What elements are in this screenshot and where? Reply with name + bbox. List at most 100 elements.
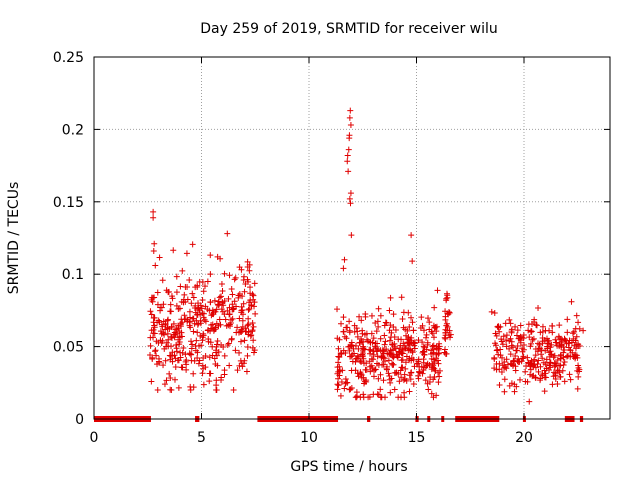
data-point [405, 345, 412, 352]
data-point [415, 337, 422, 344]
data-point [334, 386, 341, 393]
data-point [168, 334, 175, 341]
data-point [404, 327, 411, 334]
data-point [242, 325, 249, 332]
data-point [363, 336, 370, 343]
data-point [500, 333, 507, 340]
data-point [545, 337, 552, 344]
data-point [221, 352, 228, 359]
data-point [172, 326, 179, 333]
data-point [209, 352, 216, 359]
data-point [566, 337, 573, 344]
data-point [343, 335, 350, 342]
data-point [246, 305, 253, 312]
data-point [234, 324, 241, 331]
data-point [359, 353, 366, 360]
y-tick-label: 0 [75, 412, 84, 428]
data-point [400, 377, 407, 384]
data-point [161, 381, 168, 388]
data-point [443, 295, 450, 302]
data-point [160, 329, 167, 336]
data-point [401, 371, 408, 378]
data-point [218, 306, 225, 313]
data-point [400, 324, 407, 331]
data-point [370, 356, 377, 363]
data-point [232, 274, 239, 281]
data-point [167, 352, 174, 359]
data-point [180, 345, 187, 352]
data-point [572, 354, 579, 361]
grid-lines [94, 57, 610, 419]
data-point [512, 323, 519, 330]
data-point [524, 378, 531, 385]
data-point [217, 321, 224, 328]
axes: 0 0.05 0.1 0.15 0.2 0.25 0 5 10 15 20 [53, 50, 611, 446]
data-point [334, 306, 341, 313]
data-point [346, 114, 353, 121]
data-point [519, 355, 526, 362]
data-point [434, 287, 441, 294]
data-point [368, 330, 375, 337]
data-point [370, 391, 377, 398]
y-tick-label: 0.05 [53, 340, 84, 356]
data-point [165, 336, 172, 343]
data-point [161, 345, 168, 352]
data-point [424, 339, 431, 346]
data-point [539, 323, 546, 330]
data-point [213, 347, 220, 354]
data-point [514, 327, 521, 334]
data-point [238, 303, 245, 310]
data-point [367, 368, 374, 375]
data-point [150, 248, 157, 255]
data-point [531, 356, 538, 363]
data-point [375, 305, 382, 312]
data-point [189, 315, 196, 322]
data-point [380, 354, 387, 361]
data-point [344, 158, 351, 165]
data-point [399, 350, 406, 357]
data-point [178, 329, 185, 336]
data-point [408, 314, 415, 321]
data-point [221, 270, 228, 277]
data-point [202, 352, 209, 359]
data-point [447, 334, 454, 341]
data-point [517, 322, 524, 329]
data-point [430, 376, 437, 383]
data-point [537, 363, 544, 370]
data-point [411, 339, 418, 346]
data-point [441, 349, 448, 356]
data-point [542, 374, 549, 381]
data-point [529, 336, 536, 343]
data-point [531, 318, 538, 325]
data-point [407, 376, 414, 383]
data-point [504, 361, 511, 368]
data-point [190, 370, 197, 377]
data-point [357, 370, 364, 377]
data-point [188, 345, 195, 352]
data-point [151, 322, 158, 329]
data-point [244, 263, 251, 270]
data-point [341, 256, 348, 263]
data-point [390, 311, 397, 318]
data-point [229, 291, 236, 298]
data-point [368, 362, 375, 369]
data-point [542, 361, 549, 368]
data-point [430, 342, 437, 349]
data-point [167, 374, 174, 381]
data-point [351, 322, 358, 329]
data-point [244, 352, 251, 359]
data-points [94, 107, 587, 422]
data-point [341, 333, 348, 340]
data-point [382, 319, 389, 326]
data-point [248, 332, 255, 339]
data-point [160, 301, 167, 308]
data-point [209, 343, 216, 350]
data-point [173, 273, 180, 280]
data-point [552, 336, 559, 343]
data-point [353, 389, 360, 396]
data-point [356, 313, 363, 320]
data-point [202, 364, 209, 371]
data-point [162, 357, 169, 364]
data-point [201, 283, 208, 290]
data-point [515, 356, 522, 363]
